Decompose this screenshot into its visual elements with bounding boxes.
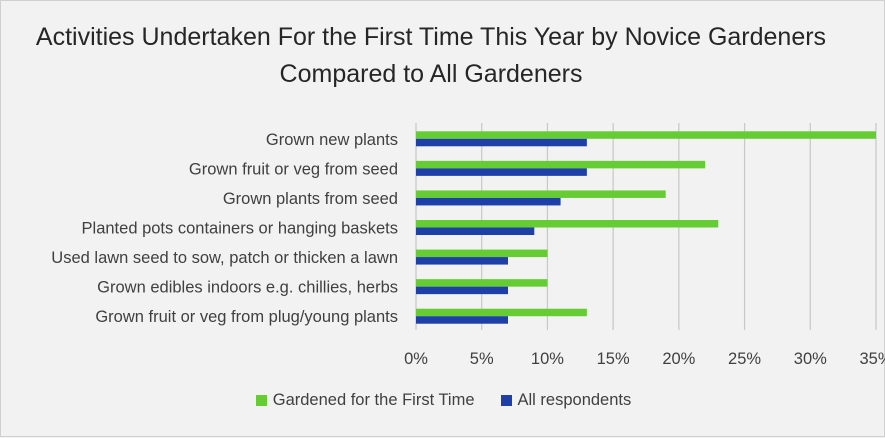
bar-series-1-0	[416, 131, 876, 139]
x-tick-label: 20%	[662, 350, 695, 368]
bar-series-1-2	[416, 190, 666, 198]
legend-item-first-time: Gardened for the First Time	[255, 391, 475, 410]
category-label: Grown plants from seed	[223, 190, 398, 208]
chart-title-line-2: Compared to All Gardeners	[279, 60, 583, 88]
x-tick-label: 25%	[728, 350, 761, 368]
bar-series-1-5	[416, 279, 548, 287]
legend-item-all-respondents: All respondents	[500, 391, 632, 410]
legend-swatch-first-time	[255, 395, 267, 406]
category-label: Grown fruit or veg from plug/young plant…	[95, 308, 398, 326]
bar-series-2-2	[416, 197, 561, 206]
bar-series-1-1	[416, 160, 706, 169]
category-label: Grown new plants	[266, 131, 398, 149]
x-tick-label: 15%	[597, 350, 630, 368]
chart-title-line-1: Activities Undertaken For the First Time…	[35, 23, 827, 51]
bar-series-1-4	[416, 249, 548, 258]
chart-title: Activities Undertaken For the First Time…	[1, 19, 861, 93]
category-label: Grown fruit or veg from seed	[189, 160, 398, 178]
bar-series-2-0	[416, 138, 587, 147]
legend-label-first-time: Gardened for the First Time	[272, 391, 475, 409]
bar-series-2-6	[416, 316, 508, 324]
x-tick-label: 0%	[404, 350, 428, 368]
bar-series-2-3	[416, 227, 535, 235]
bar-series-2-4	[416, 257, 508, 265]
category-label: Used lawn seed to sow, patch or thicken …	[51, 249, 398, 267]
bar-series-1-3	[416, 220, 719, 228]
legend-label-all-respondents: All respondents	[517, 391, 632, 409]
x-tick-label: 30%	[794, 350, 827, 368]
x-tick-label: 10%	[531, 350, 564, 368]
x-tick-label: 5%	[470, 350, 494, 368]
x-tick-label: 35%	[859, 350, 885, 368]
chart-legend: Gardened for the First Time All responde…	[1, 391, 885, 410]
bar-series-2-5	[416, 286, 508, 295]
legend-swatch-all-respondents	[500, 395, 512, 406]
category-label: Grown edibles indoors e.g. chillies, her…	[97, 279, 398, 297]
bar-series-2-1	[416, 168, 587, 176]
category-label: Planted pots containers or hanging baske…	[82, 220, 398, 238]
bar-series-1-6	[416, 308, 587, 317]
